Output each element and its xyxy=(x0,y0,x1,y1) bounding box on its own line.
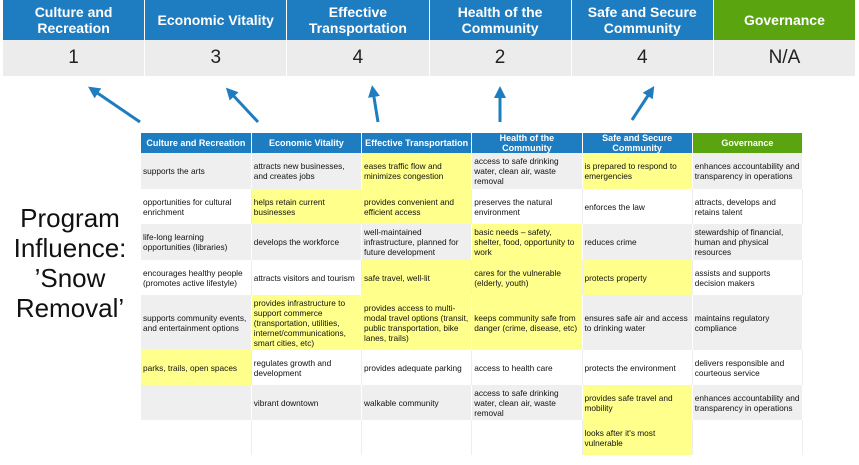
summary-score: 4 xyxy=(571,40,714,76)
table-cell: provides adequate parking xyxy=(361,350,473,385)
table-cell: delivers responsible and courteous servi… xyxy=(692,350,804,385)
summary-header: Health of the Community xyxy=(429,0,572,40)
table-cell: opportunities for cultural enrichment xyxy=(141,189,252,224)
summary-score: 4 xyxy=(287,40,430,76)
summary-header: Governance xyxy=(713,0,856,40)
table-cell: preserves the natural environment xyxy=(471,189,583,224)
table-cell: assists and supports decision makers xyxy=(692,260,804,295)
table-cell: enforces the law xyxy=(582,189,693,224)
table-cell: attracts new businesses, and creates job… xyxy=(251,153,363,189)
summary-score: N/A xyxy=(713,40,856,76)
table-cell: access to safe drinking water, clean air… xyxy=(471,153,583,189)
arrow-icon xyxy=(88,86,141,124)
table-cell: parks, trails, open spaces xyxy=(141,350,252,385)
table-cell: is prepared to respond to emergencies xyxy=(582,153,693,189)
table-row: looks after it's most vulnerable xyxy=(141,420,804,455)
table-row: parks, trails, open spaces regulates grow… xyxy=(141,350,804,385)
table-cell: reduces crime xyxy=(582,224,693,260)
table-cell: provides access to multi-modal travel op… xyxy=(361,295,473,350)
table-cell: vibrant downtown xyxy=(251,385,363,420)
column-header: Governance xyxy=(692,133,804,153)
table-cell: provides infrastructure to support comme… xyxy=(251,295,363,350)
arrow-icon xyxy=(630,85,655,121)
table-cell: eases traffic flow and minimizes congest… xyxy=(361,153,473,189)
table-cell xyxy=(471,420,583,455)
summary-score: 3 xyxy=(145,40,288,76)
table-cell: encourages healthy people (promotes acti… xyxy=(141,260,252,295)
column-header: Health of the Community xyxy=(471,133,583,153)
table-cell: supports the arts xyxy=(141,153,252,189)
table-cell: keeps community safe from danger (crime,… xyxy=(471,295,583,350)
table-cell: access to safe drinking water, clean air… xyxy=(471,385,583,420)
table-cell: stewardship of financial, human and phys… xyxy=(692,224,804,260)
summary-header: Effective Transportation xyxy=(287,0,430,40)
table-cell: access to health care xyxy=(471,350,583,385)
influence-table: Culture and Recreation Economic Vitality E… xyxy=(141,133,804,455)
summary-score: 2 xyxy=(429,40,572,76)
table-cell: safe travel, well-lit xyxy=(361,260,473,295)
column-header: Economic Vitality xyxy=(251,133,363,153)
summary-header: Culture and Recreation xyxy=(3,0,146,40)
table-row: supports the arts attracts new businesses… xyxy=(141,153,804,189)
table-cell xyxy=(141,420,252,455)
summary-header: Economic Vitality xyxy=(145,0,288,40)
table-cell: protects the environment xyxy=(582,350,693,385)
table-cell xyxy=(141,385,252,420)
table-cell: attracts visitors and tourism xyxy=(251,260,363,295)
table-cell: enhances accountability and transparency… xyxy=(692,153,804,189)
table-cell: basic needs – safety, shelter, food, opp… xyxy=(471,224,583,260)
table-cell xyxy=(251,420,363,455)
table-cell: protects property xyxy=(582,260,693,295)
arrow-icon xyxy=(225,87,260,124)
table-cell: regulates growth and development xyxy=(251,350,363,385)
program-influence-title: Program Influence: ’Snow Removal’ xyxy=(13,203,127,323)
table-cell: maintains regulatory compliance xyxy=(692,295,804,350)
table-cell: enhances accountability and transparency… xyxy=(692,385,804,420)
table-cell: looks after it's most vulnerable xyxy=(582,420,693,455)
table-cell: develops the workforce xyxy=(251,224,363,260)
arrows xyxy=(88,85,655,124)
table-cell: well-maintained infrastructure, planned … xyxy=(361,224,473,260)
table-row: life-long learning opportunities (librar… xyxy=(141,224,804,260)
table-cell: walkable community xyxy=(361,385,473,420)
table-cell: cares for the vulnerable (elderly, youth… xyxy=(471,260,583,295)
column-header: Safe and Secure Community xyxy=(582,133,693,153)
table-cell: provides safe travel and mobility xyxy=(582,385,693,420)
table-cell: ensures safe air and access to drinking … xyxy=(582,295,693,350)
table-row: opportunities for cultural enrichment hel… xyxy=(141,189,804,224)
summary-header: Safe and Secure Community xyxy=(571,0,714,40)
arrow-icon xyxy=(368,85,380,123)
table-row: vibrant downtown walkable community access… xyxy=(141,385,804,420)
table-row: supports community events, and entertain… xyxy=(141,295,804,350)
summary-scores: Culture and Recreation Economic Vitality E… xyxy=(3,0,856,76)
table-cell: supports community events, and entertain… xyxy=(141,295,252,350)
table-cell xyxy=(692,420,804,455)
table-row: encourages healthy people (promotes acti… xyxy=(141,260,804,295)
table-cell: helps retain current businesses xyxy=(251,189,363,224)
table-cell: life-long learning opportunities (librar… xyxy=(141,224,252,260)
column-header: Effective Transportation xyxy=(361,133,473,153)
column-header: Culture and Recreation xyxy=(141,133,252,153)
table-cell xyxy=(361,420,473,455)
summary-score: 1 xyxy=(3,40,146,76)
table-cell: provides convenient and efficient access xyxy=(361,189,473,224)
table-cell: attracts, develops and retains talent xyxy=(692,189,804,224)
